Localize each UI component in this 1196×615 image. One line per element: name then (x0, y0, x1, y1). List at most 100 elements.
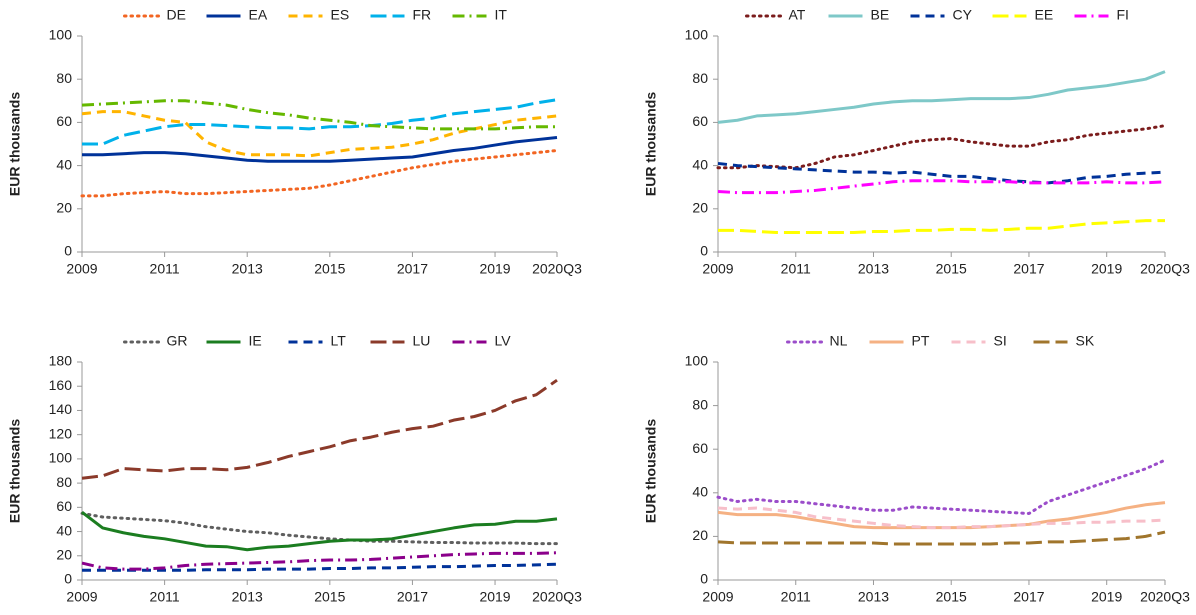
legend-label: CY (953, 7, 973, 23)
x-tick-label: 2017 (1013, 589, 1044, 605)
series-line (81, 551, 558, 571)
y-tick-label: 80 (56, 70, 72, 86)
y-tick-label: 180 (49, 353, 73, 369)
y-axis-label: EUR thousands (7, 92, 23, 196)
x-tick-label: 2013 (232, 261, 263, 277)
series-line (81, 99, 557, 131)
series-line (80, 511, 559, 546)
legend-item: EA (206, 7, 268, 23)
y-axis-label: EUR thousands (643, 419, 659, 523)
x-tick-label: 2013 (858, 261, 889, 277)
x-tick-label: 2017 (397, 261, 428, 277)
legend-item: NL (786, 333, 848, 349)
series-line (717, 179, 1166, 195)
x-tick-label: 2020Q3 (1140, 589, 1190, 605)
legend-label: EA (249, 7, 268, 23)
y-tick-label: 40 (56, 522, 72, 538)
y-tick-label: 40 (692, 484, 708, 500)
y-tick-label: 60 (56, 113, 72, 129)
y-tick-label: 20 (692, 200, 708, 216)
y-tick-label: 100 (49, 27, 73, 43)
x-tick-label: 2015 (314, 589, 345, 605)
legend-label: GR (167, 333, 188, 349)
series-line (717, 530, 1166, 546)
y-tick-label: 40 (56, 156, 72, 172)
legend-label: IT (495, 7, 508, 23)
legend-label: NL (830, 333, 848, 349)
y-tick-label: 0 (700, 243, 708, 259)
y-axis-label: EUR thousands (7, 419, 23, 523)
x-tick-label: 2019 (1091, 589, 1122, 605)
x-tick-label: 2013 (858, 589, 889, 605)
y-tick-label: 160 (49, 377, 73, 393)
legend-item: CY (910, 7, 973, 23)
series-line (81, 510, 558, 552)
legend-label: ES (331, 7, 350, 23)
y-tick-label: 80 (56, 474, 72, 490)
series-line (80, 148, 559, 198)
legend-item: ES (288, 7, 350, 23)
legend-item: AT (745, 7, 806, 23)
legend-label: FI (1117, 7, 1129, 23)
legend-item: SI (951, 333, 1007, 349)
x-tick-label: 2015 (314, 261, 345, 277)
legend-item: GR (123, 333, 188, 349)
legend-item: BE (828, 7, 890, 23)
y-tick-label: 0 (64, 243, 72, 259)
y-tick-label: 100 (685, 27, 709, 43)
x-tick-label: 2020Q3 (532, 261, 582, 277)
series-line (81, 110, 558, 158)
y-tick-label: 20 (56, 546, 72, 562)
series-line (716, 124, 1167, 170)
x-tick-label: 2011 (781, 261, 811, 277)
legend-label: LV (495, 333, 512, 349)
x-tick-label: 2009 (702, 589, 733, 605)
y-tick-label: 100 (49, 450, 73, 466)
series-line (82, 136, 558, 163)
y-tick-label: 60 (692, 440, 708, 456)
series-line (716, 458, 1167, 516)
legend-label: EE (1035, 7, 1054, 23)
x-tick-label: 2019 (1091, 261, 1122, 277)
legend-item: DE (123, 7, 186, 23)
y-tick-label: 40 (692, 156, 708, 172)
legend-label: SI (994, 333, 1007, 349)
legend-label: BE (871, 7, 890, 23)
legend-item: PT (869, 333, 930, 349)
legend-item: FR (370, 7, 431, 23)
series-line (718, 219, 1165, 235)
x-tick-label: 2009 (702, 261, 733, 277)
legend-item: IE (206, 333, 262, 349)
legend-item: LU (370, 333, 430, 349)
y-tick-label: 0 (700, 571, 708, 587)
x-tick-label: 2017 (397, 589, 428, 605)
legend-item: FI (1074, 7, 1129, 23)
x-tick-label: 2011 (150, 261, 180, 277)
y-axis-label: EUR thousands (643, 92, 659, 196)
x-tick-label: 2019 (479, 261, 510, 277)
y-tick-label: 120 (49, 425, 73, 441)
x-tick-label: 2020Q3 (532, 589, 582, 605)
x-tick-label: 2020Q3 (1140, 261, 1190, 277)
legend-label: AT (789, 7, 806, 23)
y-tick-label: 60 (56, 498, 72, 514)
y-tick-label: 80 (692, 396, 708, 412)
x-tick-label: 2011 (781, 589, 811, 605)
legend-item: EE (992, 7, 1054, 23)
legend-label: IE (249, 333, 262, 349)
y-tick-label: 60 (692, 113, 708, 129)
y-tick-label: 20 (692, 527, 708, 543)
legend-item: SK (1033, 333, 1095, 349)
legend-label: PT (912, 333, 930, 349)
series-line (82, 562, 558, 572)
x-tick-label: 2015 (936, 589, 967, 605)
y-tick-label: 80 (692, 70, 708, 86)
x-tick-label: 2015 (936, 261, 967, 277)
x-tick-label: 2009 (66, 261, 97, 277)
y-tick-label: 0 (64, 571, 72, 587)
series-line (81, 378, 558, 480)
x-tick-label: 2011 (150, 589, 180, 605)
legend-item: LT (288, 333, 346, 349)
series-line (82, 98, 558, 146)
